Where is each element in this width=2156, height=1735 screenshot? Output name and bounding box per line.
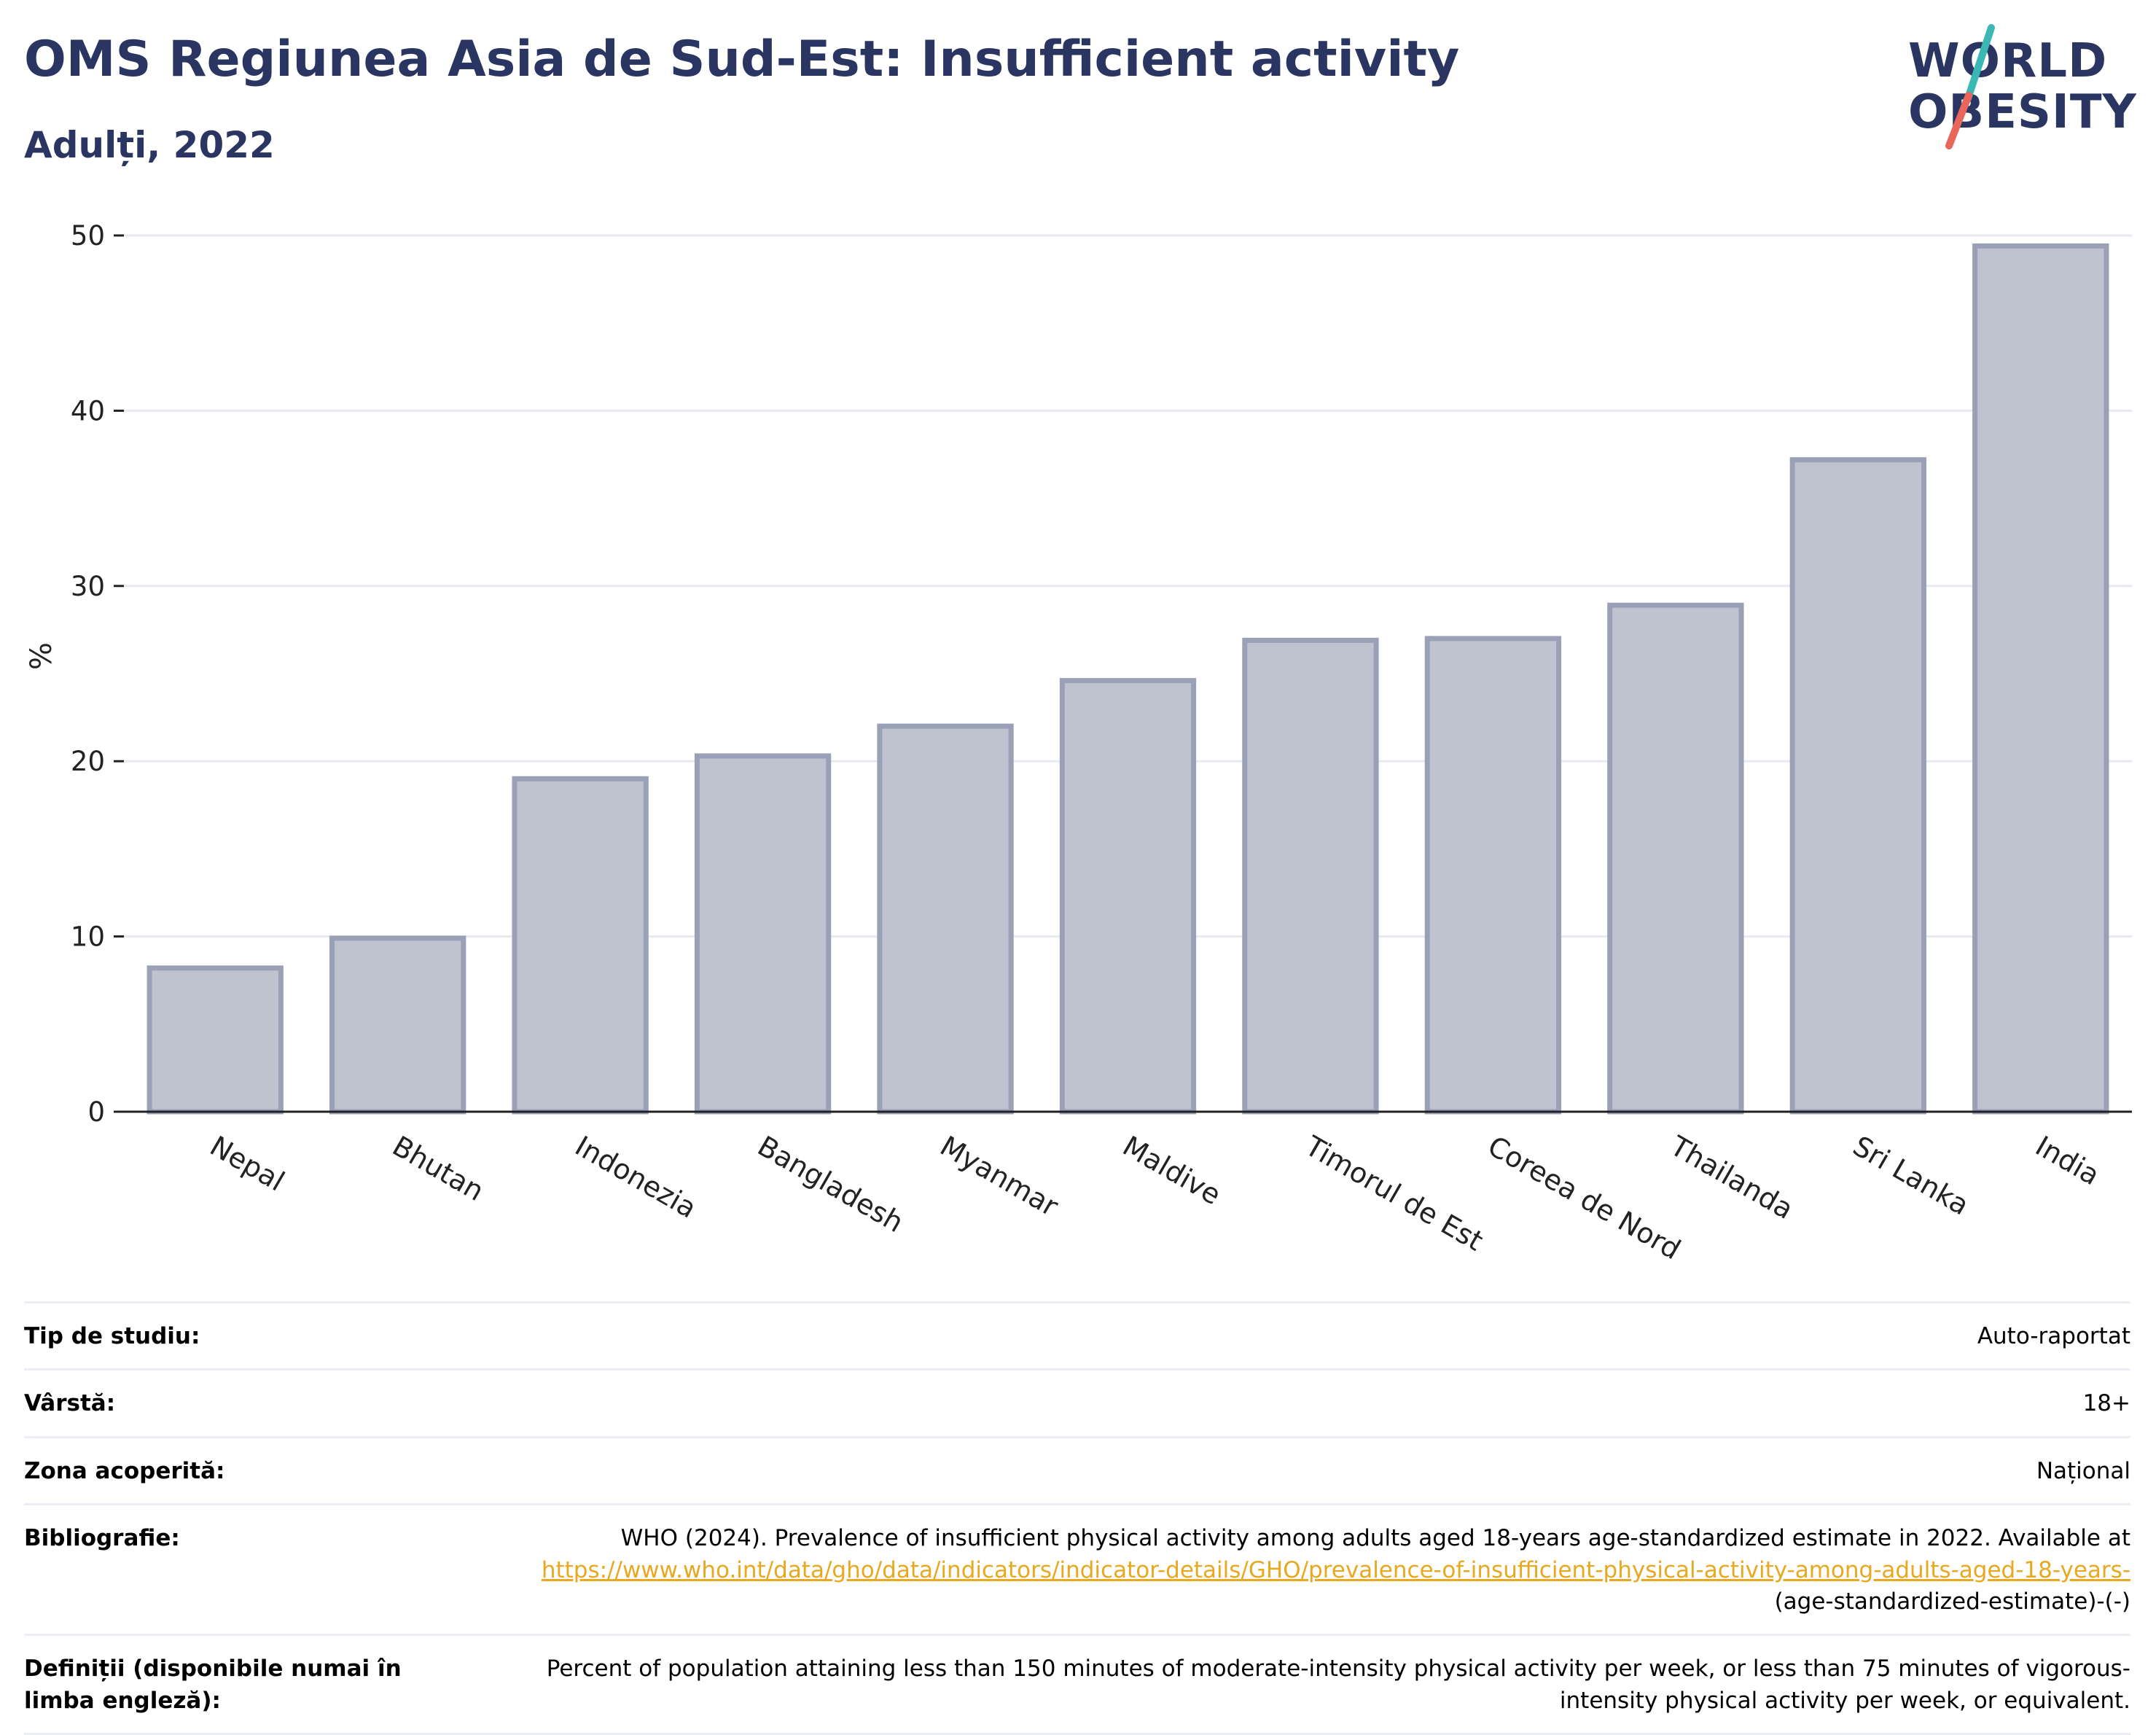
bar [694,753,832,1115]
bibliography-row: Bibliografie: WHO (2024). Prevalence of … [24,1503,2130,1635]
bibliography-text-after: (age-standardized-estimate)-(-) [1774,1588,2130,1615]
x-tick-label: Sri Lanka [1848,1130,1975,1222]
bibliography-label: Bibliografie: [24,1503,505,1635]
y-tick-label: 30 [71,571,105,602]
bars [147,243,2109,1115]
bar [1059,678,1197,1115]
metadata-table: Tip de studiu: Auto-raportat Vârstă: 18+ Zon… [24,1301,2130,1735]
x-tick-label: Indonezia [570,1130,702,1225]
metadata-rows: Tip de studiu: Auto-raportat Vârstă: 18+ Zon… [24,1301,2130,1735]
y-tick-label: 20 [71,746,105,777]
definition-label: Definiții (disponibile numai în limba en… [24,1634,505,1735]
chart-title: OMS Regiunea Asia de Sud-Est: Insufficie… [24,31,1460,88]
bar [877,723,1014,1115]
bar [512,776,649,1115]
x-tick-label: Coreea de Nord [1483,1130,1686,1266]
metadata-value: Național [505,1435,2130,1505]
x-tick-label: Myanmar [935,1130,1064,1223]
x-tick-label: Timorul de Est [1300,1129,1489,1257]
logo-text-obesity: OBESITY [1908,85,2137,139]
bar [1789,457,1926,1115]
definition-value: Percent of population attaining less tha… [505,1634,2130,1735]
chart-subtitle: Adulți, 2022 [24,124,275,166]
bar [1972,243,2109,1115]
logo-slash-teal [1964,24,1995,102]
x-tick-label: Thailanda [1664,1129,1798,1225]
metadata-row: Vârstă: 18+ [24,1368,2130,1438]
metadata-key: Tip de studiu: [24,1301,505,1370]
y-tick-label: 50 [71,220,105,252]
x-tick-label: India [2030,1130,2105,1192]
bibliography-text: WHO (2024). Prevalence of insufficient p… [620,1525,2130,1552]
bar [1242,637,1379,1115]
y-tick-label: 10 [71,921,105,953]
bar [1607,602,1744,1115]
metadata-value: 18+ [505,1368,2130,1438]
metadata-key: Vârstă: [24,1368,505,1438]
metadata-row: Zona acoperită: Național [24,1435,2130,1505]
world-obesity-logo: WORLD OBESITY [1908,24,2137,149]
x-tick-label: Nepal [205,1130,290,1198]
y-tick-label: 0 [87,1096,105,1128]
metadata-row: Tip de studiu: Auto-raportat [24,1301,2130,1370]
x-tick-label: Maldive [1117,1130,1226,1212]
bibliography-value: WHO (2024). Prevalence of insufficient p… [505,1503,2130,1635]
x-tick-label: Bhutan [387,1130,489,1207]
y-tick-label: 40 [71,395,105,426]
bar [329,935,466,1115]
bibliography-link[interactable]: https://www.who.int/data/gho/data/indica… [541,1556,2130,1583]
metadata-value: Auto-raportat [505,1301,2130,1370]
logo-text-world: WORLD [1908,34,2107,88]
bar [147,965,284,1115]
bar-chart: 0 10 20 30 40 50 Nepal Bhutan Indonezia Banglades… [25,220,2132,1266]
y-axis-label: % [25,642,58,670]
bar [1424,636,1562,1115]
logo-slash-coral [1945,92,1972,149]
x-tick-label: Bangladesh [752,1130,909,1239]
metadata-key: Zona acoperită: [24,1435,505,1505]
definition-row: Definiții (disponibile numai în limba en… [24,1634,2130,1735]
